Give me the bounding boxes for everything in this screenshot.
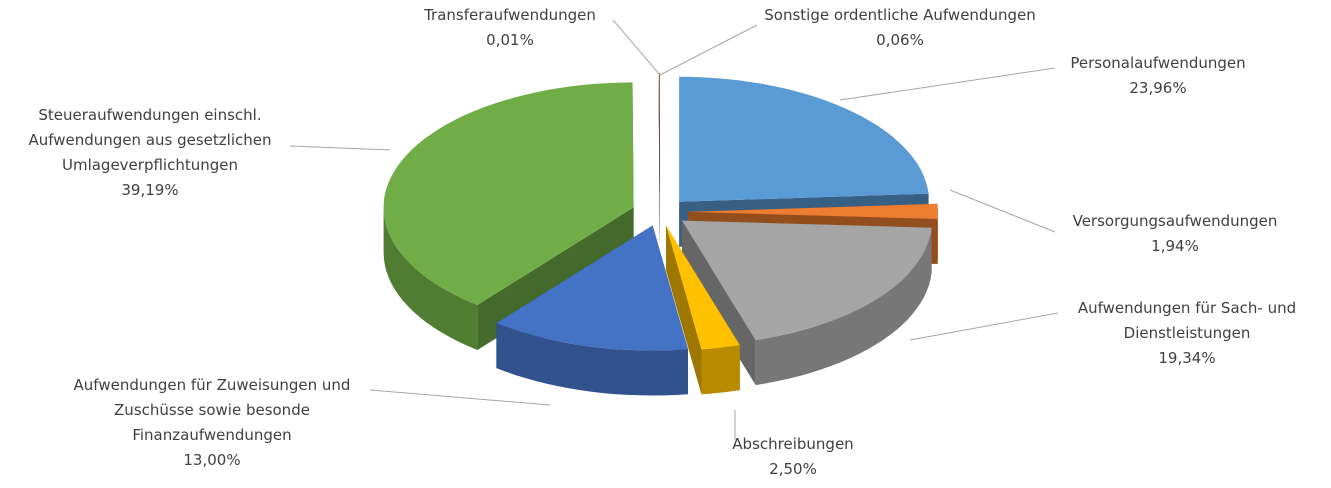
label-line: Sonstige ordentliche Aufwendungen	[764, 6, 1035, 24]
category-label: Versorgungsaufwendungen	[1073, 212, 1278, 230]
label-line: Aufwendungen aus gesetzlichen	[28, 131, 271, 149]
value-label: 2,50%	[769, 460, 817, 478]
leader-line	[660, 25, 757, 75]
value-label: 39,19%	[121, 181, 178, 199]
label-line: Versorgungsaufwendungen	[1073, 212, 1278, 230]
category-label: Personalaufwendungen	[1070, 54, 1245, 72]
category-label: Aufwendungen für Sach- und Dienstleistung…	[1078, 299, 1296, 342]
value-label: 23,96%	[1129, 79, 1186, 97]
label-line: Aufwendungen für Sach- und	[1078, 299, 1296, 317]
category-label: Sonstige ordentliche Aufwendungen	[764, 6, 1035, 24]
value-label: 1,94%	[1151, 237, 1199, 255]
leader-line	[290, 146, 390, 150]
label-line: Transferaufwendungen	[423, 6, 596, 24]
label-line: Abschreibungen	[732, 435, 853, 453]
value-label: 0,06%	[876, 31, 924, 49]
category-label: Aufwendungen für Zuweisungen und Zuschüss…	[74, 376, 351, 444]
category-label: Abschreibungen	[732, 435, 853, 453]
leader-line	[840, 68, 1055, 100]
leader-line	[370, 390, 550, 405]
leader-line	[910, 313, 1058, 340]
category-label: Transferaufwendungen	[423, 6, 596, 24]
label-line: Aufwendungen für Zuweisungen und	[74, 376, 351, 394]
slice-wall	[702, 345, 740, 394]
label-line: Personalaufwendungen	[1070, 54, 1245, 72]
value-label: 0,01%	[486, 31, 534, 49]
label-line: Finanzaufwendungen	[132, 426, 291, 444]
label-line: Dienstleistungen	[1124, 324, 1251, 342]
label-line: Zuschüsse sowie besonde	[114, 401, 310, 419]
leader-line	[950, 190, 1055, 232]
category-label: Steueraufwendungen einschl. Aufwendungen …	[28, 106, 271, 174]
slice	[679, 77, 929, 202]
label-line: Umlageverpflichtungen	[62, 156, 238, 174]
label-line: Steueraufwendungen einschl.	[38, 106, 261, 124]
leader-line	[613, 20, 660, 75]
value-label: 19,34%	[1158, 349, 1215, 367]
value-label: 13,00%	[183, 451, 240, 469]
